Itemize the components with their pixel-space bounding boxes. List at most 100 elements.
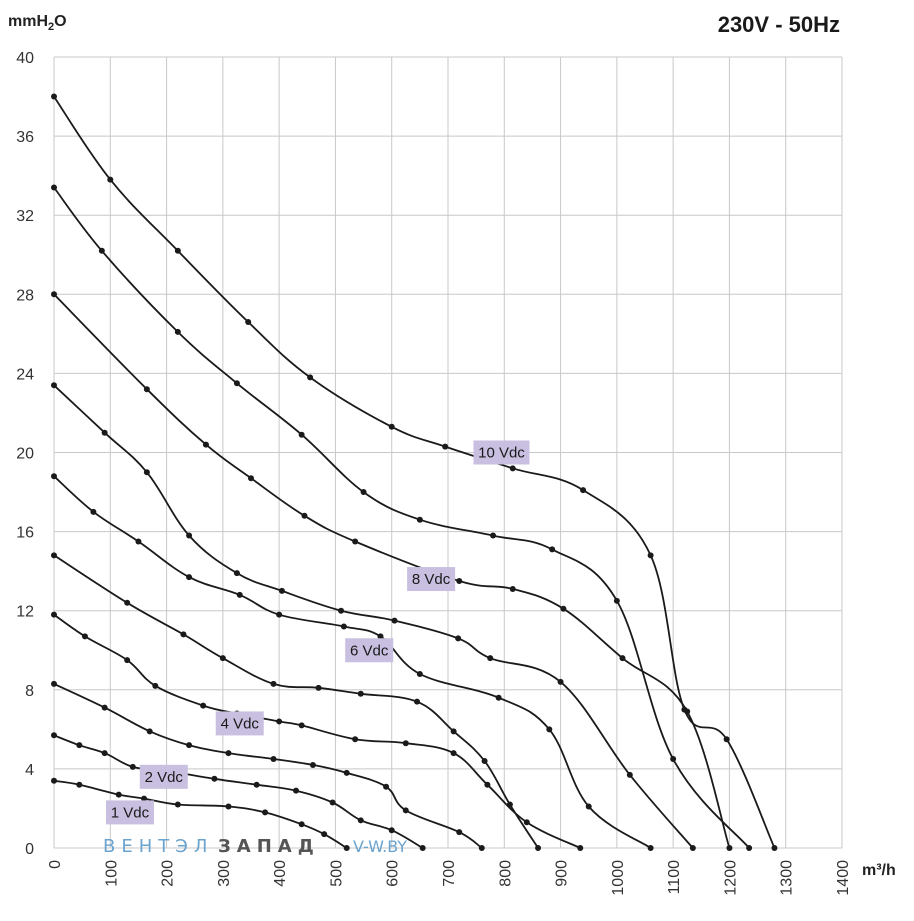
data-point <box>202 441 209 448</box>
x-tick-label: 800 <box>497 860 514 887</box>
x-tick-label: 1400 <box>835 860 852 896</box>
curve-label-bg <box>345 638 394 663</box>
data-point <box>383 783 390 790</box>
data-point <box>115 791 122 798</box>
data-point <box>211 775 218 782</box>
data-point <box>456 829 463 836</box>
x-tick-label: 500 <box>328 860 345 887</box>
data-point <box>352 736 359 743</box>
data-point <box>141 795 148 802</box>
data-point <box>771 845 778 851</box>
data-point <box>143 386 150 393</box>
x-tick-label: 1100 <box>666 860 683 895</box>
data-point <box>293 787 300 794</box>
data-point <box>262 809 269 816</box>
y-axis-unit: mmH2O <box>8 13 67 33</box>
data-point <box>219 655 226 662</box>
data-point <box>535 845 542 851</box>
curve-label: 10 Vdc <box>478 445 525 462</box>
x-tick-label: 1300 <box>779 860 796 896</box>
data-point <box>186 532 193 539</box>
data-point <box>98 247 105 254</box>
data-point <box>481 757 488 764</box>
data-point <box>90 508 97 515</box>
data-point <box>549 546 556 553</box>
x-tick-label: 300 <box>216 860 233 887</box>
curve-label: 1 Vdc <box>111 804 150 821</box>
watermark: ВЕНТЭЛ ЗАПАД V-W.BY <box>103 836 407 857</box>
x-tick-label: 900 <box>554 860 571 887</box>
data-point <box>585 803 592 810</box>
data-point <box>746 845 753 851</box>
data-point <box>276 611 283 618</box>
data-point <box>647 845 654 851</box>
data-point <box>684 708 691 715</box>
data-point <box>495 694 502 701</box>
curve-label: 8 Vdc <box>412 571 451 588</box>
curve-label-bg <box>407 567 456 592</box>
data-point <box>388 827 395 834</box>
data-point <box>315 684 322 691</box>
curve-3 <box>53 293 731 849</box>
data-point <box>51 184 57 191</box>
x-tick-label: 0 <box>47 860 64 869</box>
data-point <box>546 726 553 733</box>
data-point <box>329 799 336 806</box>
data-point <box>51 552 57 559</box>
data-point <box>298 722 305 729</box>
curve-1 <box>53 96 776 849</box>
data-point <box>278 587 285 594</box>
curve-label-bg <box>215 711 264 736</box>
x-tick-label: 100 <box>103 860 120 887</box>
watermark-part1: ВЕНТЭЛ <box>103 836 213 857</box>
data-point <box>352 538 359 545</box>
data-point <box>484 781 491 788</box>
x-tick-label: 600 <box>385 860 402 887</box>
data-point <box>51 382 57 389</box>
data-point <box>321 831 328 838</box>
data-point <box>490 532 497 539</box>
curve-labels: 10 Vdc 8 Vdc 6 Vdc 4 Vdc 2 Vdc 1 Vdc <box>105 440 530 825</box>
data-point <box>270 756 277 763</box>
data-point <box>391 617 398 624</box>
x-axis-unit: m³/h <box>862 862 896 879</box>
data-point <box>309 761 316 768</box>
data-point <box>124 599 131 606</box>
curve-label-bg <box>139 764 188 789</box>
chart-title: 230V - 50Hz <box>718 12 840 37</box>
x-tick-label: 1200 <box>722 860 739 896</box>
data-point <box>76 742 83 749</box>
data-point <box>523 819 530 826</box>
data-point <box>248 475 254 482</box>
data-point <box>51 777 57 784</box>
data-point <box>233 570 240 577</box>
grid <box>53 56 843 849</box>
data-point <box>298 431 305 438</box>
data-point <box>613 597 620 604</box>
curve-label: 6 Vdc <box>350 642 389 659</box>
data-point <box>509 465 516 472</box>
data-point <box>626 771 633 778</box>
data-point <box>340 623 347 630</box>
data-point <box>723 736 730 743</box>
data-point <box>455 635 462 642</box>
data-point <box>357 817 364 824</box>
y-tick-label: 4 <box>25 762 34 779</box>
data-point <box>129 763 136 770</box>
data-point <box>442 443 449 450</box>
y-tick-label: 28 <box>16 287 34 304</box>
data-point <box>506 801 513 808</box>
data-point <box>174 801 181 808</box>
data-point <box>577 845 584 851</box>
data-point <box>152 682 159 689</box>
data-point <box>143 469 150 476</box>
y-tick-label: 16 <box>16 525 34 542</box>
data-point <box>107 176 114 183</box>
data-point <box>377 633 384 640</box>
data-point <box>307 374 314 381</box>
x-tick-label: 700 <box>441 860 458 887</box>
data-point <box>557 678 564 685</box>
data-point <box>343 769 350 776</box>
data-point <box>580 487 587 494</box>
